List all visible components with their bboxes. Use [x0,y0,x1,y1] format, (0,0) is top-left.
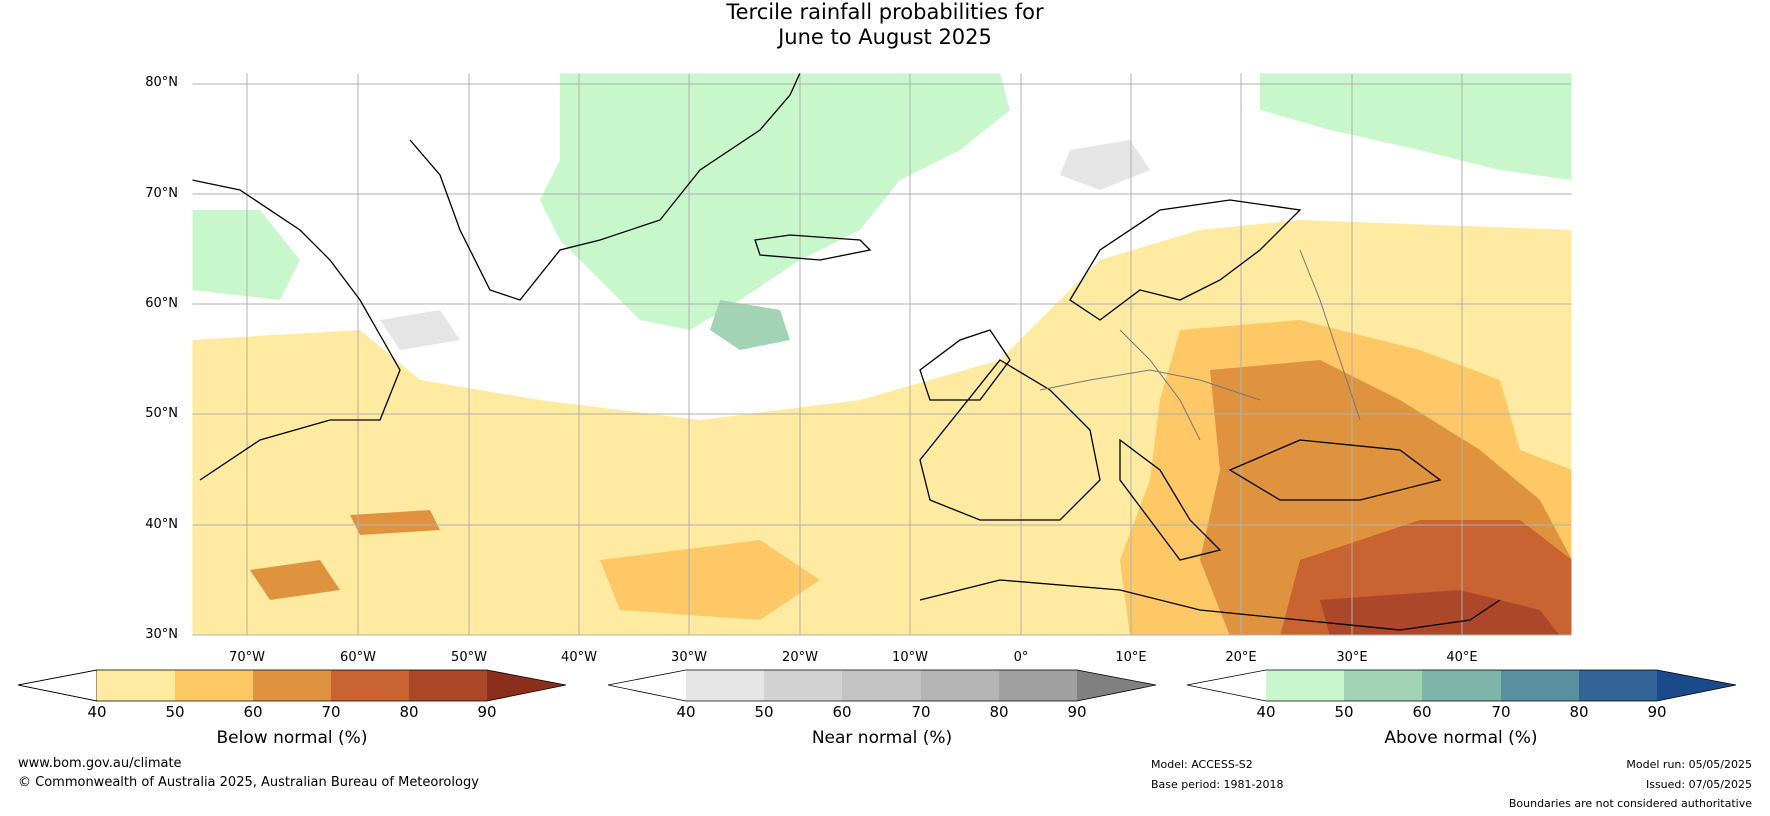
lon-label: 70°W [229,650,265,665]
lon-label: 60°W [340,650,376,665]
colorbar-segment [1422,670,1501,701]
colorbar-title-near: Near normal (%) [811,728,953,748]
near-normal-region [380,310,460,350]
above-normal-region [192,210,300,300]
lon-label: 0° [1013,650,1029,665]
colorbar-segment [1187,670,1266,701]
below-normal-region [1320,590,1560,636]
colorbar-segment [921,670,999,701]
footer-model: Model: ACCESS-S2 [1151,758,1253,771]
colorbar-segment [97,670,175,701]
colorbar-segment [17,669,98,702]
colorbar-segment [1657,670,1736,701]
below-normal-region [250,560,340,600]
lat-label: 40°N [145,517,178,532]
below-normal-region [350,510,440,535]
colorbar-segment [686,670,764,701]
colorbar-tick: 80 [399,703,419,721]
lat-label: 30°N [145,627,178,642]
colorbar-segment [842,670,921,701]
colorbar-tick: 70 [321,703,341,721]
map-border [191,72,1573,637]
colorbar-above-normal [1186,669,1737,702]
lon-label: 20°E [1225,650,1257,665]
lon-label: 30°E [1336,650,1368,665]
colorbar-segment [331,670,409,701]
colorbar-tick: 40 [676,703,696,721]
above-normal-region [1260,73,1572,180]
colorbar-segment [1077,670,1156,701]
lat-label: 60°N [145,296,178,311]
footer-url: www.bom.gov.au/climate [18,756,182,771]
lon-label: 40°E [1446,650,1478,665]
lat-label: 80°N [145,75,178,90]
borders [1039,249,1361,441]
colorbar-tick: 60 [832,703,852,721]
colorbar-tick: 80 [989,703,1009,721]
footer-disclaimer: Boundaries are not considered authoritat… [1508,797,1752,810]
near-normal-region [1060,140,1150,190]
map-title: Tercile rainfall probabilities for June … [0,0,1770,50]
lon-label: 50°W [451,650,487,665]
colorbar-below-normal [17,669,567,702]
colorbar-tick: 40 [1256,703,1276,721]
colorbar-segment [253,670,331,701]
colorbar-near-normal [607,669,1157,702]
lon-label: 10°W [892,650,928,665]
colorbar-segment [1344,670,1422,701]
colorbar-tick: 50 [165,703,185,721]
lon-label: 30°W [671,650,707,665]
colorbar-segment [1501,670,1579,701]
title-line-2: June to August 2025 [778,25,992,49]
above-normal-region [540,73,1010,330]
footer-copyright: © Commonwealth of Australia 2025, Austra… [18,775,479,790]
colorbar-tick: 80 [1569,703,1589,721]
title-line-1: Tercile rainfall probabilities for [726,0,1044,24]
lon-label: 40°W [561,650,597,665]
coastlines [192,73,1501,631]
colorbar-segment [175,670,253,701]
colorbar-title-below: Below normal (%) [216,728,368,748]
colorbar-segment [409,670,487,701]
lat-label: 70°N [145,186,178,201]
colorbar-tick: 40 [87,703,107,721]
graticule [192,73,1572,636]
lon-label: 10°E [1115,650,1147,665]
lat-label: 50°N [145,406,178,421]
colorbar-segment [764,670,842,701]
colorbar-tick: 50 [1334,703,1354,721]
above-normal-region [710,300,790,350]
colorbar-segment [608,670,686,701]
colorbar-tick: 70 [1491,703,1511,721]
footer-issued: Issued: 07/05/2025 [1645,778,1752,791]
colorbar-tick: 70 [911,703,931,721]
colorbar-tick: 50 [754,703,774,721]
probability-shading [192,73,1572,636]
lon-label: 20°W [782,650,818,665]
colorbar-title-above: Above normal (%) [1384,728,1538,748]
colorbar-tick: 90 [1647,703,1667,721]
colorbar-tick: 90 [1067,703,1087,721]
colorbar-tick: 60 [243,703,263,721]
footer-base-period: Base period: 1981-2018 [1151,778,1284,791]
footer-model-run: Model run: 05/05/2025 [1626,758,1752,771]
colorbar-segment [487,670,566,701]
colorbar-segment [1579,670,1657,701]
colorbar-segment [999,670,1077,701]
below-normal-region [600,540,820,620]
colorbar-segment [1266,670,1344,701]
colorbar-tick: 90 [477,703,497,721]
colorbar-tick: 60 [1412,703,1432,721]
